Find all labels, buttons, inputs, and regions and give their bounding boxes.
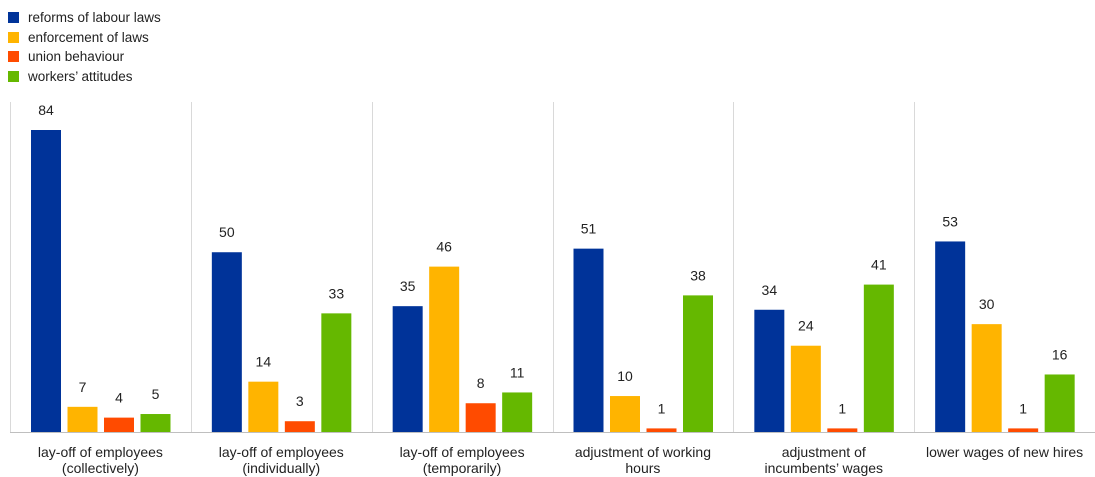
data-label: 3 bbox=[296, 393, 304, 409]
category-label: lay-off of employees bbox=[219, 444, 344, 460]
legend-swatch bbox=[8, 12, 19, 24]
data-label: 4 bbox=[115, 390, 123, 406]
bar bbox=[321, 313, 352, 432]
bar bbox=[67, 406, 98, 432]
legend-item-workers: workers’ attitudes bbox=[8, 67, 161, 87]
data-label: 24 bbox=[798, 318, 814, 334]
bar bbox=[863, 284, 894, 432]
legend-swatch bbox=[8, 31, 19, 43]
category-label: lower wages of new hires bbox=[926, 444, 1083, 460]
bar bbox=[392, 306, 423, 432]
bar bbox=[31, 130, 61, 432]
data-label: 84 bbox=[38, 102, 54, 118]
data-label: 7 bbox=[79, 379, 87, 395]
data-label: 30 bbox=[979, 296, 995, 312]
legend-item-enforcement: enforcement of laws bbox=[8, 28, 161, 48]
bar bbox=[646, 428, 677, 432]
category-label: lay-off of employees bbox=[38, 444, 163, 460]
bar bbox=[104, 417, 134, 432]
bar bbox=[211, 252, 242, 432]
data-label: 41 bbox=[871, 257, 887, 273]
data-label: 38 bbox=[690, 267, 706, 283]
data-label: 33 bbox=[329, 285, 345, 301]
category-label: hours bbox=[625, 460, 660, 476]
bar bbox=[683, 295, 713, 432]
data-label: 14 bbox=[256, 354, 272, 370]
data-label: 53 bbox=[942, 213, 958, 229]
category-label: adjustment of bbox=[782, 444, 866, 460]
legend-label: workers’ attitudes bbox=[28, 68, 133, 84]
bar bbox=[1044, 374, 1075, 432]
data-label: 50 bbox=[219, 224, 235, 240]
data-label: 10 bbox=[617, 368, 633, 384]
bar bbox=[140, 414, 171, 432]
legend-label: enforcement of laws bbox=[28, 29, 149, 45]
bar bbox=[429, 266, 460, 432]
legend-label: reforms of labour laws bbox=[28, 10, 161, 26]
legend-item-reforms: reforms of labour laws bbox=[8, 8, 161, 28]
bar bbox=[971, 324, 1002, 432]
data-label: 1 bbox=[838, 400, 846, 416]
data-label: 8 bbox=[477, 375, 485, 391]
legend-swatch bbox=[8, 51, 19, 63]
data-label: 34 bbox=[762, 282, 778, 298]
data-label: 1 bbox=[658, 400, 666, 416]
legend: reforms of labour laws enforcement of la… bbox=[8, 8, 161, 86]
category-label: (collectively) bbox=[62, 460, 139, 476]
data-label: 1 bbox=[1019, 400, 1027, 416]
bar bbox=[754, 309, 785, 432]
category-label: adjustment of working bbox=[575, 444, 711, 460]
bar bbox=[465, 403, 496, 432]
bar bbox=[284, 421, 315, 432]
bar bbox=[1008, 428, 1039, 432]
legend-item-union: union behaviour bbox=[8, 47, 161, 67]
bar bbox=[573, 248, 604, 432]
bar bbox=[935, 241, 966, 432]
legend-label: union behaviour bbox=[28, 49, 125, 65]
bar bbox=[610, 396, 640, 432]
bar bbox=[248, 381, 279, 432]
data-label: 46 bbox=[436, 239, 452, 255]
category-label: (temporarily) bbox=[423, 460, 502, 476]
data-label: 11 bbox=[510, 364, 525, 380]
bar bbox=[790, 345, 821, 432]
data-label: 5 bbox=[152, 386, 160, 402]
legend-swatch bbox=[8, 70, 19, 82]
data-label: 35 bbox=[400, 278, 416, 294]
data-label: 16 bbox=[1052, 346, 1068, 362]
bar bbox=[827, 428, 858, 432]
category-label: incumbents’ wages bbox=[764, 460, 883, 476]
data-label: 51 bbox=[581, 221, 597, 237]
category-label: lay-off of employees bbox=[400, 444, 525, 460]
category-label: (individually) bbox=[242, 460, 320, 476]
bar bbox=[502, 392, 533, 432]
